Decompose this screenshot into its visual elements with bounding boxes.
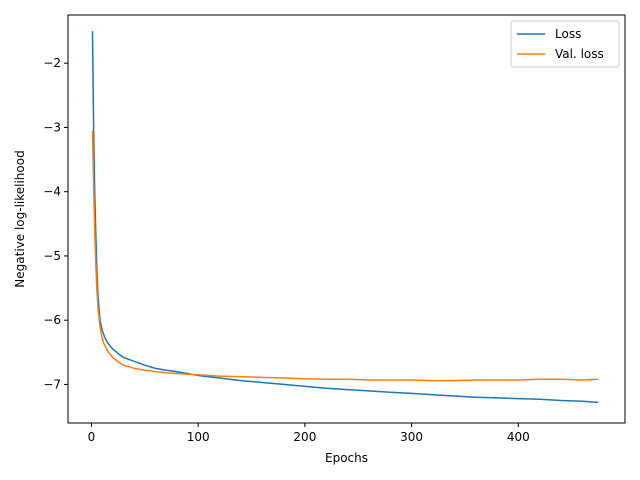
series-layer bbox=[91, 31, 599, 404]
legend-box bbox=[510, 20, 620, 68]
legend-label-val-loss: Val. loss bbox=[555, 47, 604, 61]
legend: Loss Val. loss bbox=[510, 20, 620, 68]
x-tick-label: 300 bbox=[400, 430, 423, 444]
y-tick-label: −3 bbox=[43, 120, 61, 134]
x-tick-label: 0 bbox=[88, 430, 96, 444]
x-tick-label: 100 bbox=[187, 430, 210, 444]
y-axis-label: Negative log-likelihood bbox=[13, 150, 27, 287]
x-tick-label: 400 bbox=[507, 430, 530, 444]
legend-label-loss: Loss bbox=[555, 27, 581, 41]
x-axis-ticks: 0 100 200 300 400 bbox=[88, 423, 530, 444]
y-axis-ticks: −2 −3 −4 −5 −6 −7 bbox=[43, 56, 68, 391]
y-tick-label: −5 bbox=[43, 249, 61, 263]
plot-frame bbox=[67, 14, 626, 424]
y-tick-label: −2 bbox=[43, 56, 61, 70]
series-line-1 bbox=[91, 130, 599, 382]
y-tick-label: −4 bbox=[43, 185, 61, 199]
x-axis-label: Epochs bbox=[325, 451, 368, 465]
y-tick-label: −6 bbox=[43, 313, 61, 327]
x-tick-label: 200 bbox=[293, 430, 316, 444]
y-tick-label: −7 bbox=[43, 377, 61, 391]
